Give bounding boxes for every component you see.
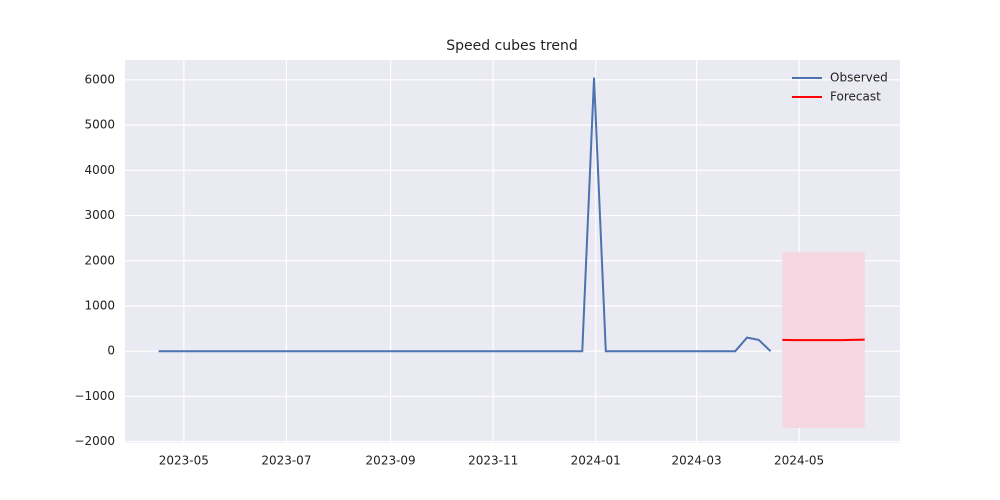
y-tick-label: 6000 — [84, 72, 115, 86]
x-tick-label: 2024-03 — [672, 454, 722, 468]
x-tick-label: 2023-05 — [159, 454, 209, 468]
x-tick-label: 2023-07 — [261, 454, 311, 468]
y-tick-label: −1000 — [74, 389, 115, 403]
y-tick-label: 4000 — [84, 163, 115, 177]
y-tick-label: 1000 — [84, 298, 115, 312]
chart-title: Speed cubes trend — [446, 38, 577, 54]
x-tick-label: 2023-11 — [468, 454, 518, 468]
series-line — [158, 77, 772, 353]
x-tick-label: 2023-09 — [366, 454, 416, 468]
y-tick-label: 3000 — [84, 208, 115, 222]
y-tick-label: 5000 — [84, 118, 115, 132]
x-tick-label: 2024-01 — [571, 454, 621, 468]
legend-label: Observed — [830, 71, 888, 85]
legend-label: Forecast — [830, 90, 881, 104]
y-tick-label: 2000 — [84, 253, 115, 267]
x-tick-label: 2024-05 — [774, 454, 824, 468]
y-tick-label: −2000 — [74, 434, 115, 448]
y-tick-label: 0 — [107, 344, 115, 358]
plot-area — [125, 60, 900, 443]
